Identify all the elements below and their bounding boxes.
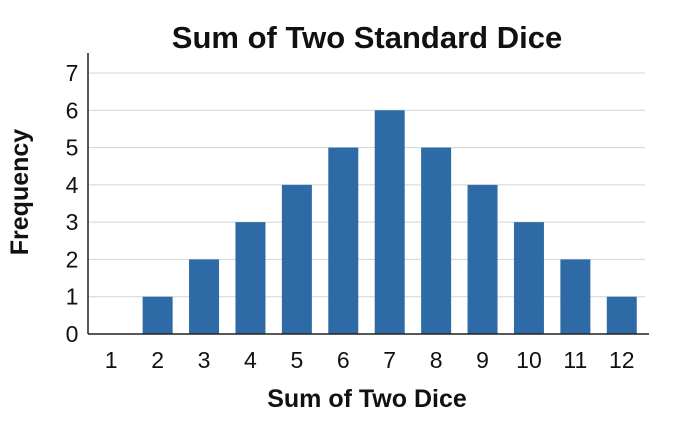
bar [606,296,637,334]
bar [513,222,544,334]
bar [560,259,591,334]
axes [87,53,649,335]
chart-title: Sum of Two Standard Dice [172,20,562,55]
gridlines [88,72,645,298]
y-tick-label: 2 [66,246,79,272]
y-tick-label: 6 [66,97,79,123]
y-tick-label: 5 [66,135,79,161]
x-tick-label: 4 [244,347,257,373]
x-tick-label: 6 [337,347,350,373]
bars [142,110,637,335]
bar [421,147,452,334]
bar [328,147,359,334]
y-tick-label: 0 [66,321,79,347]
x-tick-label: 1 [105,347,118,373]
y-tick-labels: 0 1 2 3 4 5 6 7 [66,60,79,347]
x-tick-label: 3 [198,347,211,373]
x-tick-labels: 1 2 3 4 5 6 7 8 9 10 11 12 [105,347,635,373]
bar [235,222,266,334]
y-tick-label: 3 [66,209,79,235]
y-tick-label: 7 [66,60,79,86]
bar [142,296,173,334]
x-tick-label: 10 [516,347,542,373]
bar [467,184,498,334]
bar [189,259,220,334]
x-tick-label: 7 [383,347,396,373]
y-axis-title: Frequency [6,129,34,256]
x-tick-label: 8 [430,347,443,373]
x-tick-label: 2 [151,347,164,373]
x-tick-label: 5 [290,347,303,373]
y-tick-label: 1 [66,284,79,310]
x-tick-label: 12 [609,347,635,373]
y-tick-label: 4 [66,172,79,198]
x-axis-title: Sum of Two Dice [267,385,467,413]
bar [281,184,312,334]
x-tick-label: 9 [476,347,489,373]
bar [374,110,405,335]
x-tick-label: 11 [563,347,587,373]
